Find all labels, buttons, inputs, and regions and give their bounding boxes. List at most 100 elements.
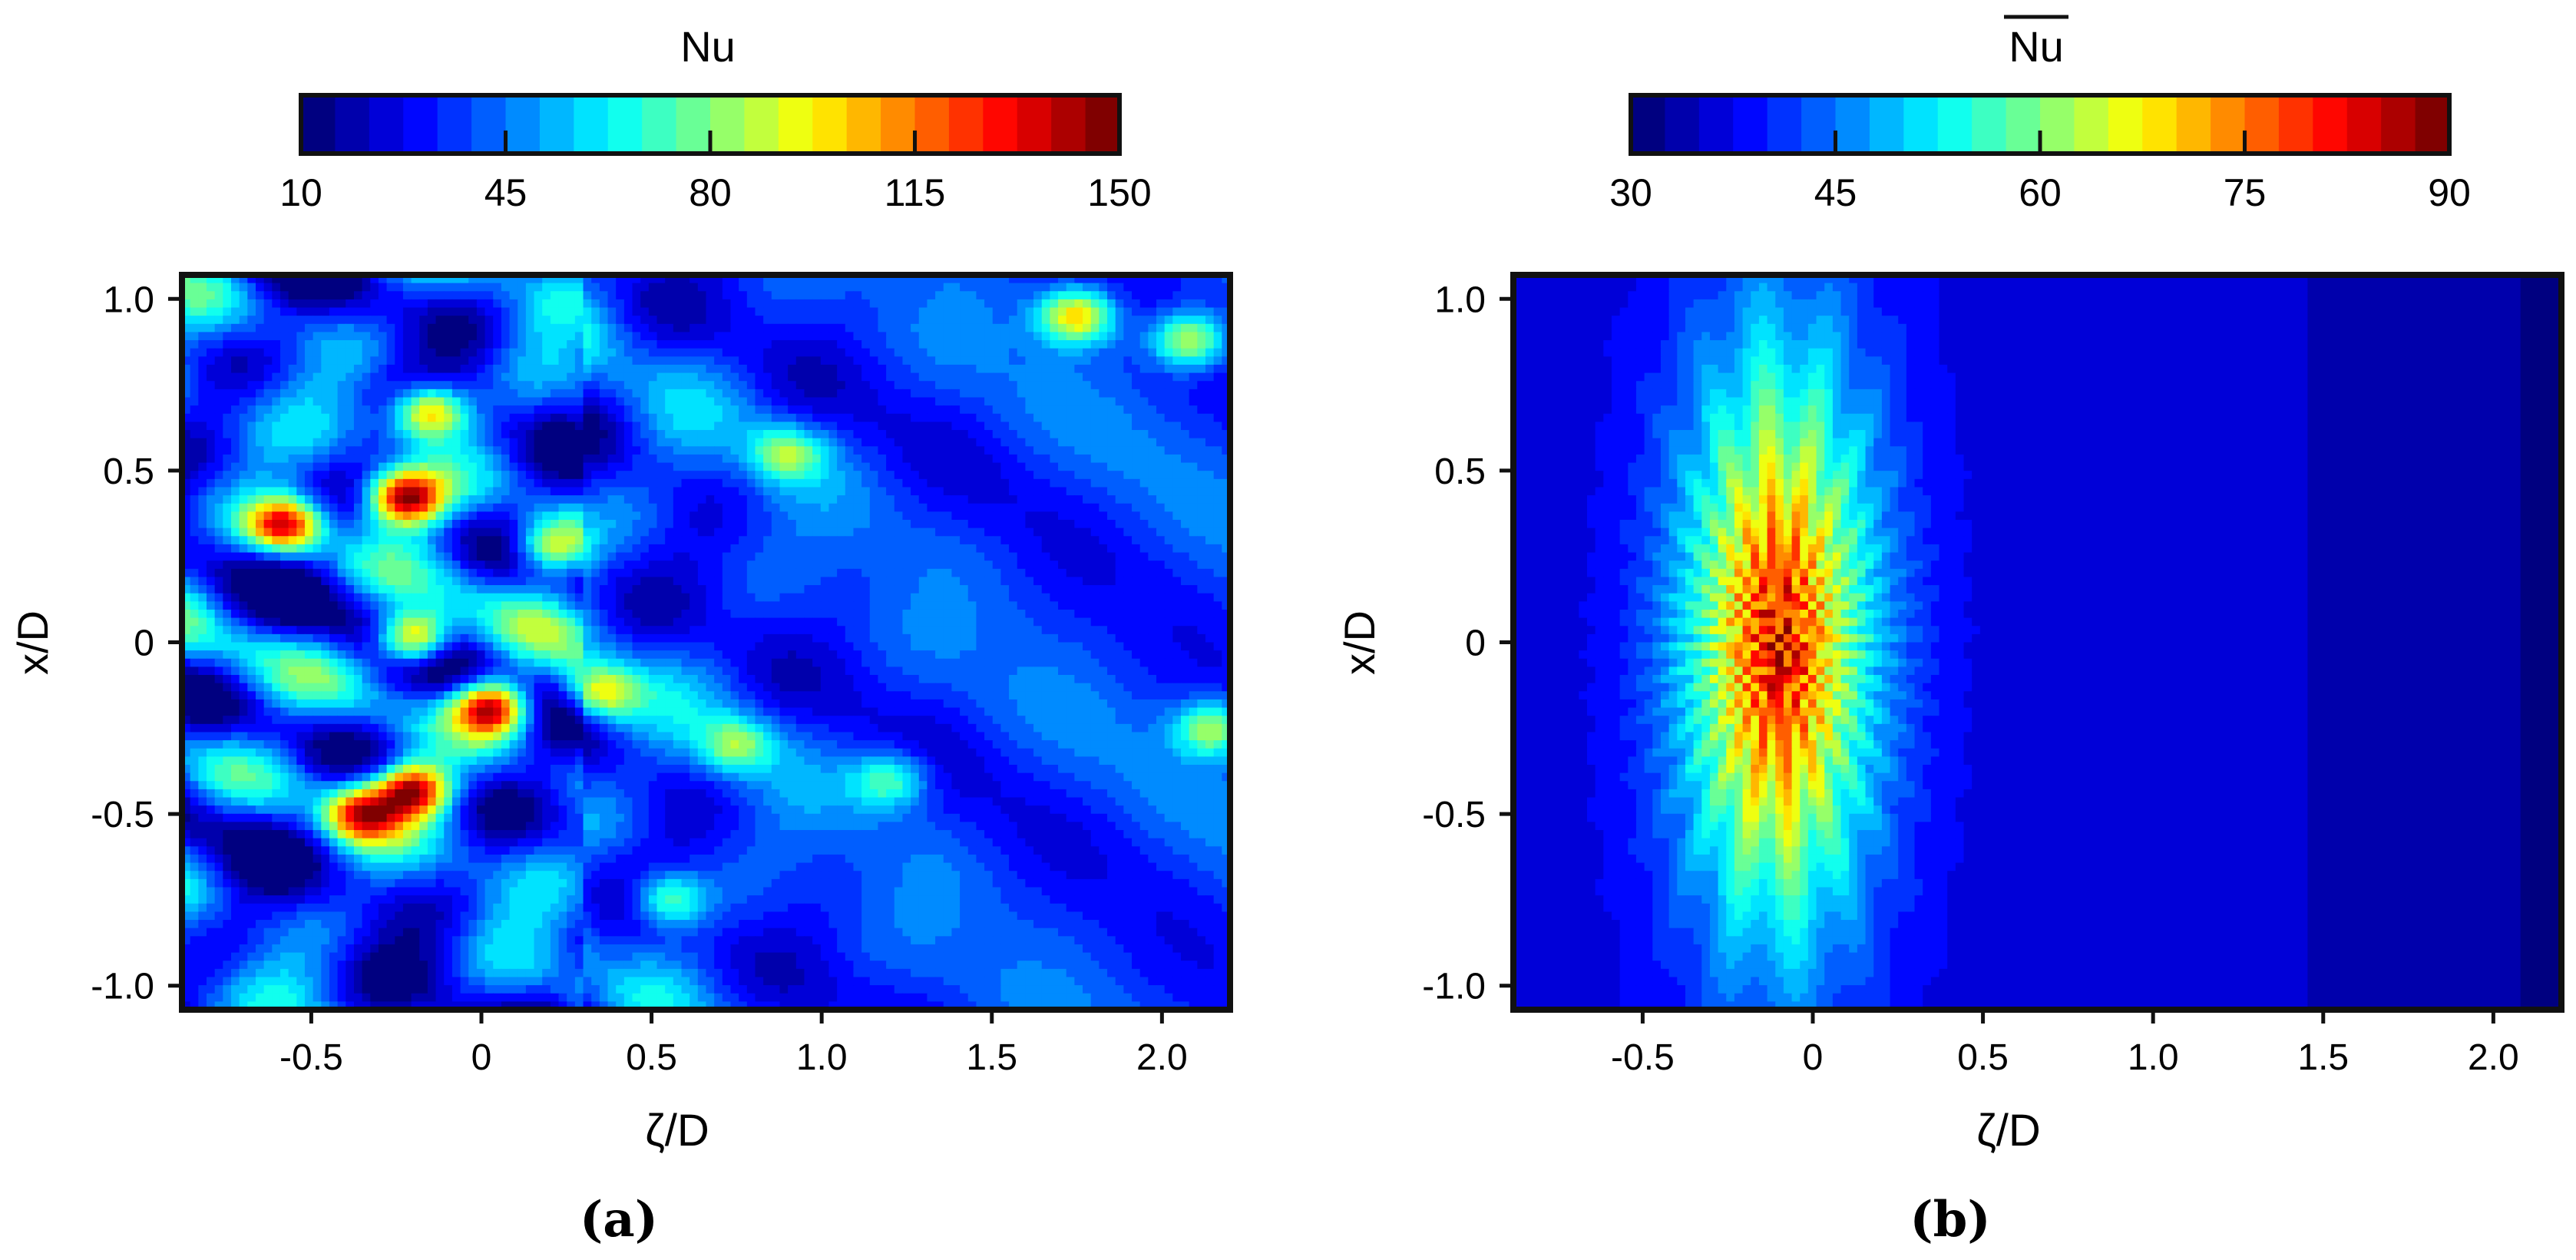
heatmap-cell (1017, 349, 1026, 357)
heatmap-cell (379, 324, 387, 332)
heatmap-cell (1107, 414, 1116, 422)
heatmap-cell (853, 324, 861, 332)
heatmap-cell (804, 283, 812, 292)
heatmap-cell (600, 438, 608, 447)
heatmap-cell (747, 373, 756, 382)
heatmap-cell (1074, 471, 1083, 479)
heatmap-cell (370, 511, 379, 520)
heatmap-cell (305, 365, 313, 373)
heatmap-cell (723, 495, 731, 504)
heatmap-cell (1025, 356, 1033, 365)
heatmap-cell (510, 373, 518, 382)
heatmap-cell (828, 528, 837, 537)
heatmap-cell (1140, 398, 1149, 406)
heatmap-cell (510, 520, 518, 528)
heatmap-cell (689, 520, 698, 528)
heatmap-cell (468, 553, 477, 561)
heatmap-cell (682, 511, 690, 520)
heatmap-cell (1083, 511, 1091, 520)
heatmap-cell (387, 422, 395, 430)
heatmap-cell (902, 332, 911, 340)
heatmap-cell (264, 495, 273, 504)
heatmap-cell (510, 398, 518, 406)
heatmap-cell (1017, 520, 1026, 528)
heatmap-cell (591, 422, 600, 430)
heatmap-cell (902, 463, 911, 471)
heatmap-cell (289, 430, 297, 438)
heatmap-cell (207, 438, 215, 447)
heatmap-cell (993, 455, 1001, 463)
heatmap-cell (1181, 544, 1189, 553)
heatmap-cell (616, 365, 624, 373)
heatmap-cell (927, 332, 935, 340)
heatmap-cell (370, 446, 379, 455)
heatmap-cell (419, 511, 428, 520)
heatmap-cell (198, 585, 207, 594)
heatmap-cell (452, 299, 461, 308)
heatmap-cell (1140, 438, 1149, 447)
heatmap-cell (1050, 422, 1058, 430)
heatmap-cell (1214, 504, 1222, 512)
heatmap-cell (567, 495, 575, 504)
heatmap-cell (1165, 520, 1173, 528)
heatmap-cell (1091, 536, 1100, 544)
heatmap-cell (256, 381, 264, 389)
heatmap-cell (190, 316, 199, 324)
heatmap-cell (584, 356, 592, 365)
heatmap-cell (272, 332, 280, 340)
heatmap-cell (673, 479, 682, 488)
heatmap-cell (944, 283, 952, 292)
heatmap-cell (796, 324, 805, 332)
heatmap-cell (338, 389, 346, 398)
heatmap-cell (911, 553, 919, 561)
heatmap-cell (853, 495, 861, 504)
heatmap-cell (951, 356, 960, 365)
heatmap-cell (1181, 356, 1189, 365)
heatmap-cell (755, 414, 763, 422)
heatmap-cell (584, 381, 592, 389)
heatmap-cell (591, 398, 600, 406)
heatmap-cell (501, 283, 510, 292)
heatmap-cell (1132, 349, 1140, 357)
heatmap-cell (1009, 577, 1017, 585)
heatmap-cell (608, 381, 617, 389)
heatmap-cell (698, 569, 706, 577)
heatmap-cell (894, 430, 903, 438)
heatmap-cell (665, 389, 673, 398)
heatmap-cell (616, 585, 624, 594)
heatmap-cell (575, 438, 584, 447)
heatmap-cell (1172, 405, 1181, 414)
heatmap-cell (428, 446, 436, 455)
heatmap-cell (984, 291, 993, 299)
heatmap-cell (1042, 389, 1050, 398)
heatmap-cell (633, 438, 641, 447)
heatmap-cell (1033, 381, 1042, 389)
heatmap-cell (878, 340, 886, 349)
heatmap-cell (1074, 553, 1083, 561)
heatmap-cell (649, 299, 657, 308)
heatmap-cell (485, 381, 494, 389)
heatmap-cell (788, 553, 796, 561)
heatmap-cell (247, 283, 256, 292)
heatmap-cell (412, 511, 420, 520)
heatmap-cell (329, 299, 338, 308)
heatmap-cell (1025, 373, 1033, 382)
heatmap-cell (788, 356, 796, 365)
heatmap-cell (215, 422, 223, 430)
heatmap-cell (395, 422, 403, 430)
heatmap-cell (779, 349, 788, 357)
heatmap-cell (796, 463, 805, 471)
heatmap-cell (649, 356, 657, 365)
heatmap-cell (542, 520, 551, 528)
heatmap-cell (296, 487, 305, 495)
heatmap-cell (772, 283, 780, 292)
heatmap-cell (649, 414, 657, 422)
heatmap-cell (828, 487, 837, 495)
heatmap-cell (321, 577, 329, 585)
heatmap-cell (370, 553, 379, 561)
heatmap-cell (387, 520, 395, 528)
heatmap-cell (689, 536, 698, 544)
heatmap-cell (296, 291, 305, 299)
heatmap-cell (853, 291, 861, 299)
heatmap-cell (1009, 536, 1017, 544)
